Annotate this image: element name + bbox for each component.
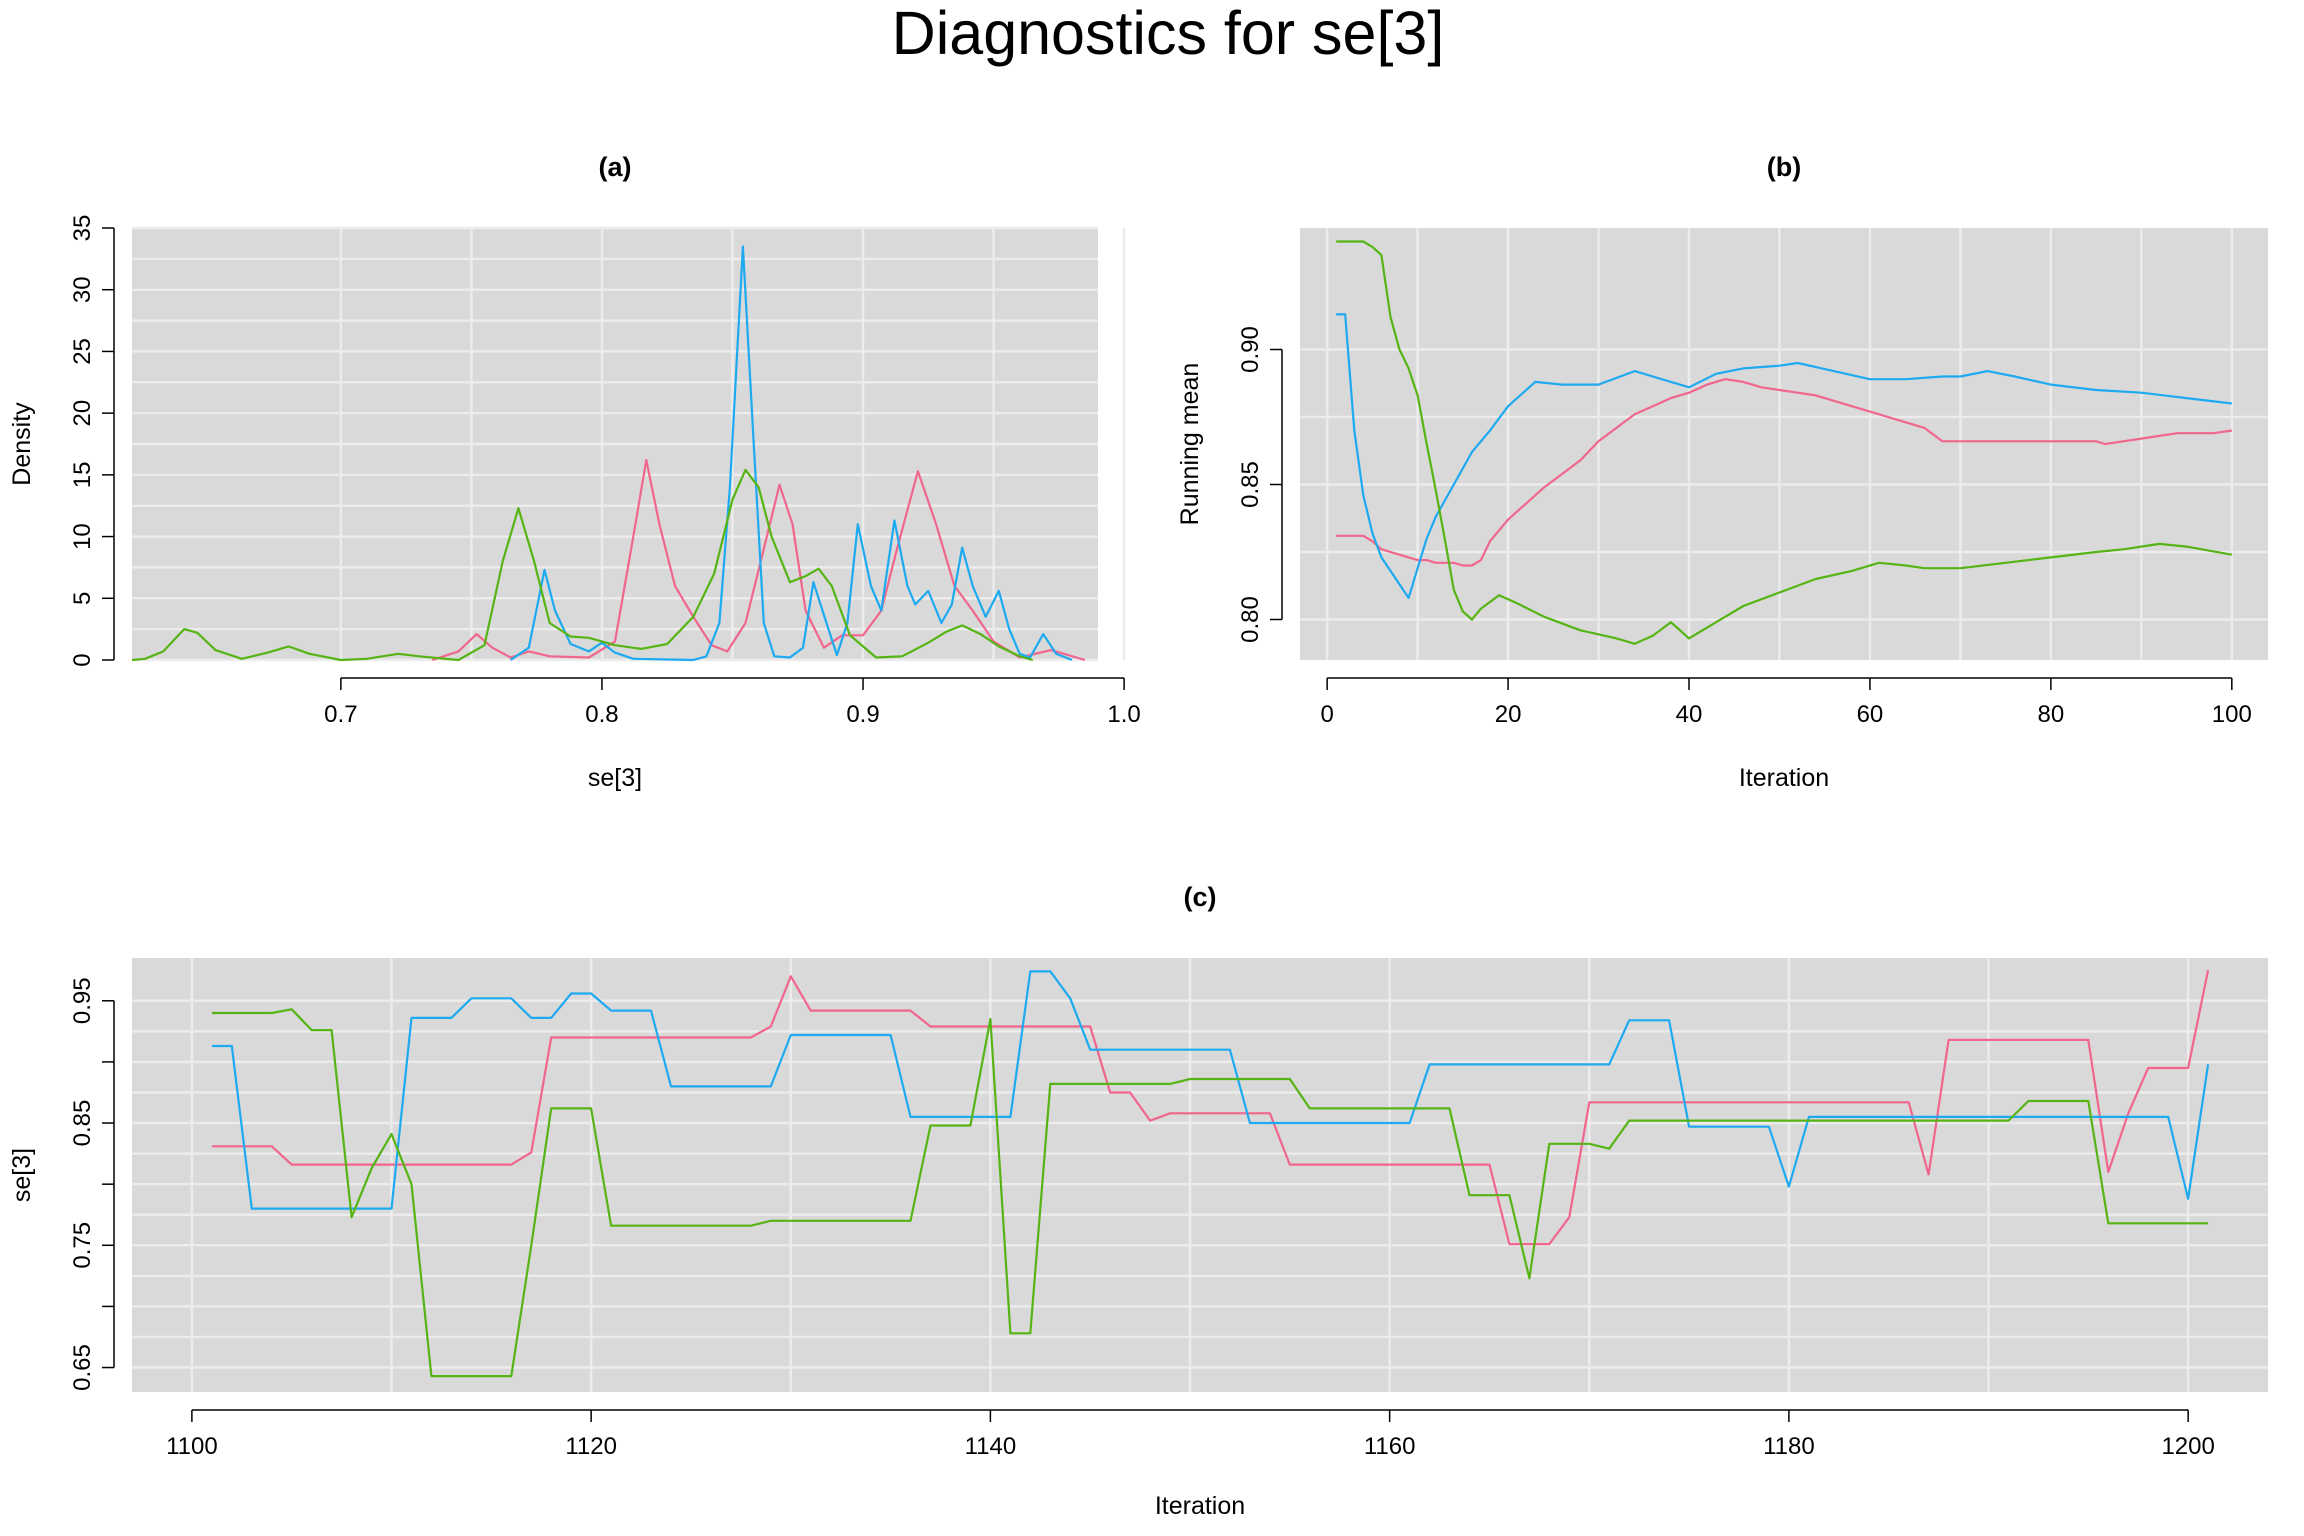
- y-axis-c: 0.65 0.75 0.85 0.95: [69, 977, 115, 1391]
- panel-title-c: (c): [1184, 882, 1217, 912]
- y-tick-label: 0.85: [1237, 461, 1264, 508]
- y-tick-label: 30: [69, 276, 96, 303]
- x-tick-label: 1180: [1763, 1433, 1815, 1460]
- x-tick-label: 0.7: [324, 701, 357, 728]
- series-line-chain-2: [211, 970, 2210, 1210]
- x-tick-label: 1160: [1364, 1433, 1416, 1460]
- y-tick-label: 0.85: [69, 1100, 96, 1147]
- panel-title-b: (b): [1767, 152, 1801, 182]
- x-axis-label-a: se[3]: [588, 764, 642, 792]
- series-line-chain-2: [1336, 313, 2232, 599]
- series-line-chain-3: [131, 468, 1034, 662]
- x-tick-label: 0.9: [846, 701, 879, 728]
- x-axis-label-b: Iteration: [1739, 764, 1829, 792]
- x-tick-label: 1200: [2161, 1433, 2214, 1460]
- y-tick-label: 0.75: [69, 1222, 96, 1269]
- grid-c: [132, 958, 2268, 1392]
- running-mean-panel: 0 20 40 60 80 100 0.80 0.85 0.90 (b) Iteration Runn…: [1176, 152, 2268, 792]
- plot-area-c: [132, 958, 2268, 1392]
- y-tick-label: 35: [69, 215, 96, 242]
- y-axis-label-c: se[3]: [8, 1148, 36, 1202]
- trace-panel: 1100 1120 1140 1160 1180 1200 0.65 0.75 0.85 0.95…: [8, 882, 2268, 1520]
- y-tick-label: 25: [69, 338, 96, 365]
- plot-area-b: [1300, 228, 2268, 660]
- y-tick-label: 0.95: [69, 977, 96, 1024]
- y-tick-label: 0.80: [1237, 596, 1264, 643]
- x-tick-label: 1100: [166, 1433, 218, 1460]
- x-axis-b: 0 20 40 60 80 100: [1320, 677, 2252, 728]
- x-tick-label: 0.8: [585, 701, 618, 728]
- figure-title: Diagnostics for se[3]: [892, 0, 1445, 67]
- y-axis-b: 0.80 0.85 0.90: [1237, 326, 1283, 643]
- series-line-chain-1: [431, 458, 1086, 662]
- y-tick-label: 15: [69, 462, 96, 489]
- x-tick-label: 0: [1320, 701, 1333, 728]
- series-line-chain-3: [211, 1008, 2209, 1378]
- y-tick-label: 0.90: [1237, 326, 1264, 373]
- x-tick-label: 1140: [965, 1433, 1017, 1460]
- x-tick-label: 20: [1495, 701, 1522, 728]
- y-tick-label: 10: [69, 523, 96, 550]
- x-axis-label-c: Iteration: [1155, 1492, 1245, 1520]
- density-panel: 0.7 0.8 0.9 1.0 0 5 10 15 20 25 30 35 (a) se[3] Densit…: [8, 152, 1141, 792]
- grid-a: [132, 226, 1126, 662]
- y-axis-a: 0 5 10 15 20 25 30 35: [69, 215, 115, 667]
- x-axis-c: 1100 1120 1140 1160 1180 1200: [166, 1409, 2215, 1460]
- panel-title-a: (a): [599, 152, 632, 182]
- y-tick-label: 5: [69, 592, 96, 605]
- y-axis-label-b: Running mean: [1176, 363, 1204, 526]
- series-line-chain-1: [211, 969, 2210, 1246]
- series-line-chain-1: [1336, 378, 2232, 567]
- y-tick-label: 0.65: [69, 1344, 96, 1391]
- x-tick-label: 80: [2038, 701, 2065, 728]
- y-axis-label-a: Density: [8, 402, 36, 486]
- y-tick-label: 20: [69, 400, 96, 427]
- series-line-chain-2: [509, 245, 1073, 662]
- x-tick-label: 100: [2212, 701, 2252, 728]
- y-tick-label: 0: [69, 653, 96, 666]
- x-axis-a: 0.7 0.8 0.9 1.0: [324, 677, 1141, 728]
- series-line-chain-3: [1336, 240, 2232, 645]
- x-tick-label: 40: [1676, 701, 1703, 728]
- x-tick-label: 1.0: [1107, 701, 1140, 728]
- x-tick-label: 60: [1857, 701, 1884, 728]
- x-tick-label: 1120: [565, 1433, 617, 1460]
